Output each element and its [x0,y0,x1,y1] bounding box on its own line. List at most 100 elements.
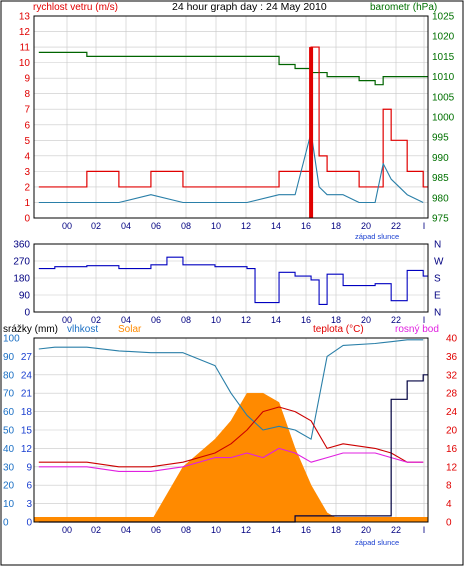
panel3-sunset-label: západ slunce [355,538,399,547]
panel3-ytick-rain-0: 27 [21,352,33,363]
temperature-line [38,406,424,468]
panel1-ytick-left-1: 12 [19,27,31,38]
panel1-ytick-right-0: 1025 [432,12,455,23]
panel3-ytick-humidity-3: 70 [3,389,15,400]
panel1-ytick-left-9: 4 [24,151,30,162]
panel3-label-temperature: teplota (°C) [313,324,364,335]
panel1-ytick-right-4: 1005 [432,92,455,103]
panel3-ytick-rain-3: 18 [21,407,33,418]
panel3-xtick-3: 06 [151,525,161,535]
panel1-ytick-left-11: 2 [24,182,30,193]
panel2-xtick-4: 08 [181,315,191,325]
panel1-xtick-0: 00 [62,221,72,231]
panel3-ytick-temp-8: 8 [446,481,452,492]
panel3-ytick-temp-0: 40 [446,334,458,345]
panel3-xtick-7: 14 [271,525,281,535]
panel2-xtick-0: 00 [62,315,72,325]
panel1-ytick-right-8: 985 [432,173,449,184]
panel1-xtick-1: 02 [91,221,101,231]
panel1-ytick-right-7: 990 [432,153,449,164]
panel1-ytick-left-8: 5 [24,136,30,147]
panel2-xtick-1: 02 [91,315,101,325]
panel3-ytick-temp-5: 20 [446,426,458,437]
panel3-ytick-temp-2: 32 [446,370,458,381]
panel1-xtick-12: I [423,221,426,231]
panel3-ytick-humidity-2: 80 [3,370,15,381]
panel1-ytick-left-6: 7 [24,105,30,116]
panel3-ytick-rain-2: 21 [21,389,33,400]
panel1-xtick-6: 12 [241,221,251,231]
panel1-ytick-left-4: 9 [24,74,30,85]
panel3-xtick-8: 16 [301,525,311,535]
panel3-ytick-humidity-8: 20 [3,481,15,492]
panel3-ytick-temp-9: 4 [446,499,452,510]
panel3-xtick-10: 20 [361,525,371,535]
panel3-ytick-temp-4: 24 [446,407,458,418]
panel3-ytick-rain-7: 6 [26,481,32,492]
panel2-ytick-left-3: 90 [19,291,31,302]
panel1-ytick-left-10: 3 [24,167,30,178]
panel3-ytick-humidity-1: 90 [3,352,15,363]
panel3-label-dewpoint: rosný bod [395,324,439,335]
panel1-xtick-2: 04 [121,221,131,231]
panel3-xtick-0: 00 [62,525,72,535]
panel2-ytick-left-4: 0 [24,308,30,319]
panel1-ytick-left-7: 6 [24,120,30,131]
panel2-xtick-2: 04 [121,315,131,325]
panel3-xtick-11: 22 [391,525,401,535]
wind-line [38,131,424,204]
panel2-xtick-12: I [423,315,426,325]
panel3-ytick-rain-4: 15 [21,426,33,437]
panel3-xtick-12: I [423,525,426,535]
direction-line [38,256,428,305]
panel2-xtick-11: 22 [391,315,401,325]
panel1-xtick-9: 18 [331,221,341,231]
panel3-xtick-4: 08 [181,525,191,535]
panel1-xtick-10: 20 [361,221,371,231]
panel3-ytick-humidity-10: 0 [3,518,9,529]
panel3-ytick-rain-1: 24 [21,370,33,381]
panel2-xtick-3: 06 [151,315,161,325]
panel1-xtick-11: 22 [391,221,401,231]
panel3-ytick-humidity-0: 100 [3,334,20,345]
humidity-line [38,339,424,440]
panel3-xtick-2: 04 [121,525,131,535]
panel1-xtick-7: 14 [271,221,281,231]
panel2-xtick-10: 20 [361,315,371,325]
axis-layer: 1312111098765432101025102010151010100510… [3,12,458,536]
panel3-label-rain: srážky (mm) [3,324,58,335]
panel3-xtick-1: 02 [91,525,101,535]
panel2-xtick-5: 10 [211,315,221,325]
header-right-label: barometr (hPa) [370,2,437,13]
panel1-xtick-5: 10 [211,221,221,231]
panel2-ytick-right-3: E [434,291,441,302]
panel2-ytick-right-1: W [434,257,444,268]
panel1-xtick-3: 06 [151,221,161,231]
panel1-ytick-left-2: 11 [20,43,31,54]
header-title: 24 hour graph day : 24 May 2010 [172,1,327,13]
panel1-ytick-left-13: 0 [24,214,30,225]
panel1-xtick-8: 16 [301,221,311,231]
panel1-ytick-left-3: 10 [19,58,31,69]
panel1-ytick-right-5: 1000 [432,113,455,124]
dewpoint-line [38,447,424,472]
panel1-ytick-right-9: 980 [432,193,449,204]
panel3-ytick-temp-7: 12 [446,462,458,473]
panel3-ytick-rain-9: 0 [26,518,32,529]
panel3-xtick-6: 12 [241,525,251,535]
panel2-ytick-left-1: 270 [13,257,30,268]
panel3-xtick-9: 18 [331,525,341,535]
panel3-label-humidity: vlhkost [67,324,98,335]
panel3-ytick-rain-5: 12 [21,444,33,455]
header-left-label: rychlost vetru (m/s) [33,2,118,13]
panel3-xtick-5: 10 [211,525,221,535]
panel2-xtick-6: 12 [241,315,251,325]
panel2-xtick-7: 14 [271,315,281,325]
panel1-ytick-left-5: 8 [24,89,30,100]
panel3-label-solar: Solar [118,324,142,335]
panel3-ytick-humidity-7: 30 [3,462,15,473]
panel3-ytick-temp-1: 36 [446,352,458,363]
panel1-ytick-left-0: 13 [19,12,31,23]
gust-peak-bar [309,47,314,219]
